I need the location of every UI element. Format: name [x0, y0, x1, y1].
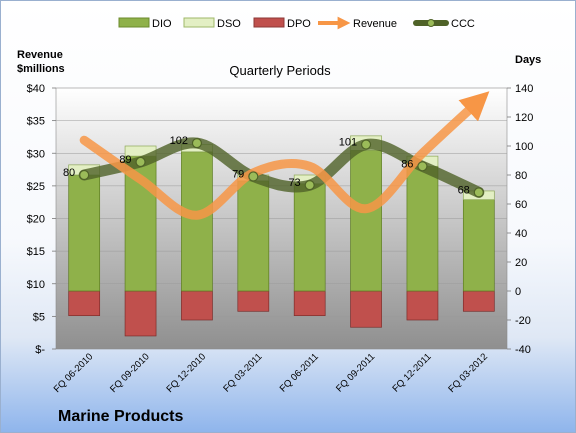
- dpo-bar: [406, 290, 439, 321]
- ccc-data-label: 79: [232, 168, 244, 180]
- ccc-point: [135, 156, 146, 168]
- left-tick-label: $15: [27, 246, 45, 258]
- company-name: Marine Products: [58, 408, 183, 425]
- dpo-bar: [350, 290, 382, 328]
- ccc-data-label: 73: [288, 177, 300, 189]
- dio-bar: [462, 199, 495, 292]
- ccc-point: [248, 171, 259, 182]
- category-axis: FQ 06-2010 FQ 09-2010 FQ 12-2010 FQ 03-2011…: [52, 351, 490, 395]
- chart-title: Quarterly Periods: [229, 63, 331, 78]
- ccc-data-label: 86: [401, 158, 413, 170]
- legend-dso-swatch: [183, 17, 215, 28]
- right-tick-label: 80: [515, 170, 527, 182]
- ccc-point: [79, 169, 90, 181]
- dio-bar: [350, 150, 382, 292]
- category-label: FQ 12-2010: [164, 351, 208, 395]
- category-label: FQ 06-2011: [278, 351, 321, 394]
- category-label: FQ 06-2010: [52, 351, 96, 395]
- line-series: 80 89 102 79 73 101 86 68: [63, 91, 490, 220]
- legend-dio-label: DIO: [152, 18, 172, 30]
- left-axis-title-line2: $millions: [17, 63, 65, 75]
- dio-bar: [293, 183, 326, 292]
- ccc-data-label: 68: [458, 184, 470, 196]
- dio-bar: [406, 165, 439, 292]
- right-tick-label: 120: [515, 112, 533, 124]
- category-label: FQ 12-2011: [390, 351, 433, 394]
- left-tick-label: $20: [27, 214, 45, 226]
- left-tick-label: $25: [27, 181, 45, 193]
- right-tick-label: 20: [515, 257, 527, 269]
- category-label: FQ 09-2011: [334, 351, 377, 394]
- ccc-point: [360, 139, 372, 150]
- right-tick-label: 40: [515, 228, 527, 240]
- legend-dpo-swatch: [253, 17, 285, 28]
- right-tick-label: 100: [515, 141, 533, 153]
- left-tick-label: $35: [27, 116, 45, 128]
- left-tick-label: $30: [27, 148, 45, 160]
- dio-bar: [237, 180, 270, 292]
- right-tick-label: -20: [515, 315, 531, 327]
- dio-bar: [68, 174, 101, 292]
- dpo-bar: [293, 290, 326, 316]
- left-tick-label: $-: [35, 344, 45, 356]
- legend-ccc-marker: [427, 19, 435, 27]
- right-tick-label: 60: [515, 199, 527, 211]
- ccc-data-label: 80: [63, 167, 75, 179]
- legend-ccc-label: CCC: [451, 18, 475, 30]
- left-tick-label: $10: [27, 279, 45, 291]
- legend-revenue-label: Revenue: [353, 18, 397, 30]
- legend-dpo-label: DPO: [287, 18, 311, 30]
- left-axis: $- $5 $10 $15 $20 $25 $30 $35 $40: [27, 83, 56, 356]
- ccc-data-label: 89: [119, 154, 131, 166]
- legend-dso-label: DSO: [217, 18, 241, 30]
- right-tick-label: -40: [515, 344, 531, 356]
- ccc-point: [191, 138, 203, 149]
- right-axis: -40 -20 0 20 40 60 80 100 120 140: [507, 83, 533, 356]
- dpo-bar: [124, 290, 157, 337]
- dpo-bar: [68, 290, 101, 316]
- revenue-line: [79, 91, 490, 220]
- ccc-point: [304, 180, 315, 191]
- legend-dio-swatch: [118, 17, 150, 28]
- right-tick-label: 0: [515, 286, 521, 298]
- left-tick-label: $40: [27, 83, 45, 95]
- category-label: FQ 09-2010: [108, 351, 152, 395]
- dio-bar: [181, 151, 213, 292]
- category-label: FQ 03-2012: [446, 351, 490, 395]
- left-tick-label: $5: [33, 311, 45, 323]
- dpo-bar: [462, 290, 495, 312]
- right-axis-title: Days: [515, 54, 541, 66]
- right-tick-label: 140: [515, 83, 533, 95]
- dpo-bar: [181, 290, 213, 321]
- ccc-data-label: 101: [339, 137, 357, 149]
- ccc-point: [417, 161, 428, 172]
- ccc-data-label: 102: [170, 135, 188, 147]
- category-label: FQ 03-2011: [221, 351, 264, 394]
- dpo-bar: [237, 290, 270, 312]
- left-axis-title-line1: Revenue: [17, 49, 63, 61]
- ccc-point: [473, 187, 484, 198]
- legend: DIO DSO DPO Revenue CCC: [118, 16, 475, 30]
